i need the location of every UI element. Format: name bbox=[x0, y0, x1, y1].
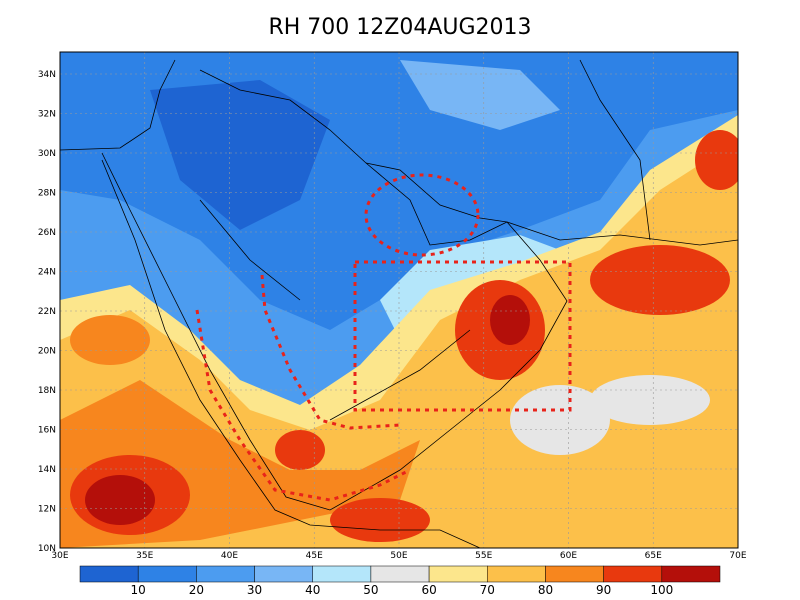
lon-label: 35E bbox=[136, 551, 153, 561]
annotations bbox=[195, 173, 572, 502]
lon-label: 40E bbox=[221, 551, 238, 561]
graticule bbox=[60, 52, 738, 548]
colorbar-swatch bbox=[196, 565, 255, 583]
colorbar-swatch bbox=[487, 565, 546, 583]
colorbar: 10 20 30 40 50 60 70 80 90 100 bbox=[79, 565, 721, 597]
lat-label: 18N bbox=[38, 386, 56, 396]
lat-label: 14N bbox=[38, 465, 56, 475]
lon-label: 50E bbox=[390, 551, 407, 561]
colorbar-swatch bbox=[79, 565, 139, 583]
colorbar-label: 100 bbox=[650, 583, 673, 597]
axis-labels: 10N 12N 14N 16N 18N 20N 22N 24N 26N 28N 30N 32N 34N 3… bbox=[38, 70, 747, 561]
colorbar-swatch bbox=[661, 565, 721, 583]
colorbar-label: 50 bbox=[363, 583, 378, 597]
colorbar-swatch bbox=[312, 565, 372, 583]
colorbar-swatch bbox=[603, 565, 663, 583]
colorbar-swatch bbox=[545, 565, 604, 583]
colorbar-swatch bbox=[137, 565, 197, 583]
colorbar-label: 80 bbox=[538, 583, 553, 597]
lon-label: 60E bbox=[560, 551, 577, 561]
lat-label: 10N bbox=[38, 544, 56, 554]
colorbar-swatch bbox=[254, 565, 313, 583]
lat-label: 16N bbox=[38, 426, 56, 436]
colorbar-label: 60 bbox=[421, 583, 436, 597]
lat-label: 32N bbox=[38, 110, 56, 120]
colorbar-label: 20 bbox=[189, 583, 204, 597]
title: RH 700 12Z04AUG2013 bbox=[268, 15, 531, 40]
lat-label: 34N bbox=[38, 70, 56, 80]
colorbar-swatch bbox=[370, 565, 430, 583]
lat-label: 12N bbox=[38, 505, 56, 515]
lat-label: 20N bbox=[38, 347, 56, 357]
colorbar-label: 40 bbox=[305, 583, 320, 597]
lon-label: 70E bbox=[729, 551, 746, 561]
colorbar-label: 90 bbox=[596, 583, 611, 597]
lat-label: 22N bbox=[38, 307, 56, 317]
lat-label: 24N bbox=[38, 268, 56, 278]
colorbar-label: 10 bbox=[131, 583, 146, 597]
colorbar-swatch bbox=[428, 565, 488, 583]
coastlines bbox=[60, 59, 738, 548]
lat-label: 30N bbox=[38, 149, 56, 159]
lon-label: 65E bbox=[645, 551, 662, 561]
lat-label: 26N bbox=[38, 228, 56, 238]
colorbar-label: 30 bbox=[247, 583, 262, 597]
map-frame bbox=[59, 51, 739, 549]
colorbar-label: 70 bbox=[480, 583, 495, 597]
lon-label: 45E bbox=[306, 551, 323, 561]
lat-label: 28N bbox=[38, 189, 56, 199]
lon-label: 55E bbox=[475, 551, 492, 561]
lon-label: 30E bbox=[51, 551, 68, 561]
